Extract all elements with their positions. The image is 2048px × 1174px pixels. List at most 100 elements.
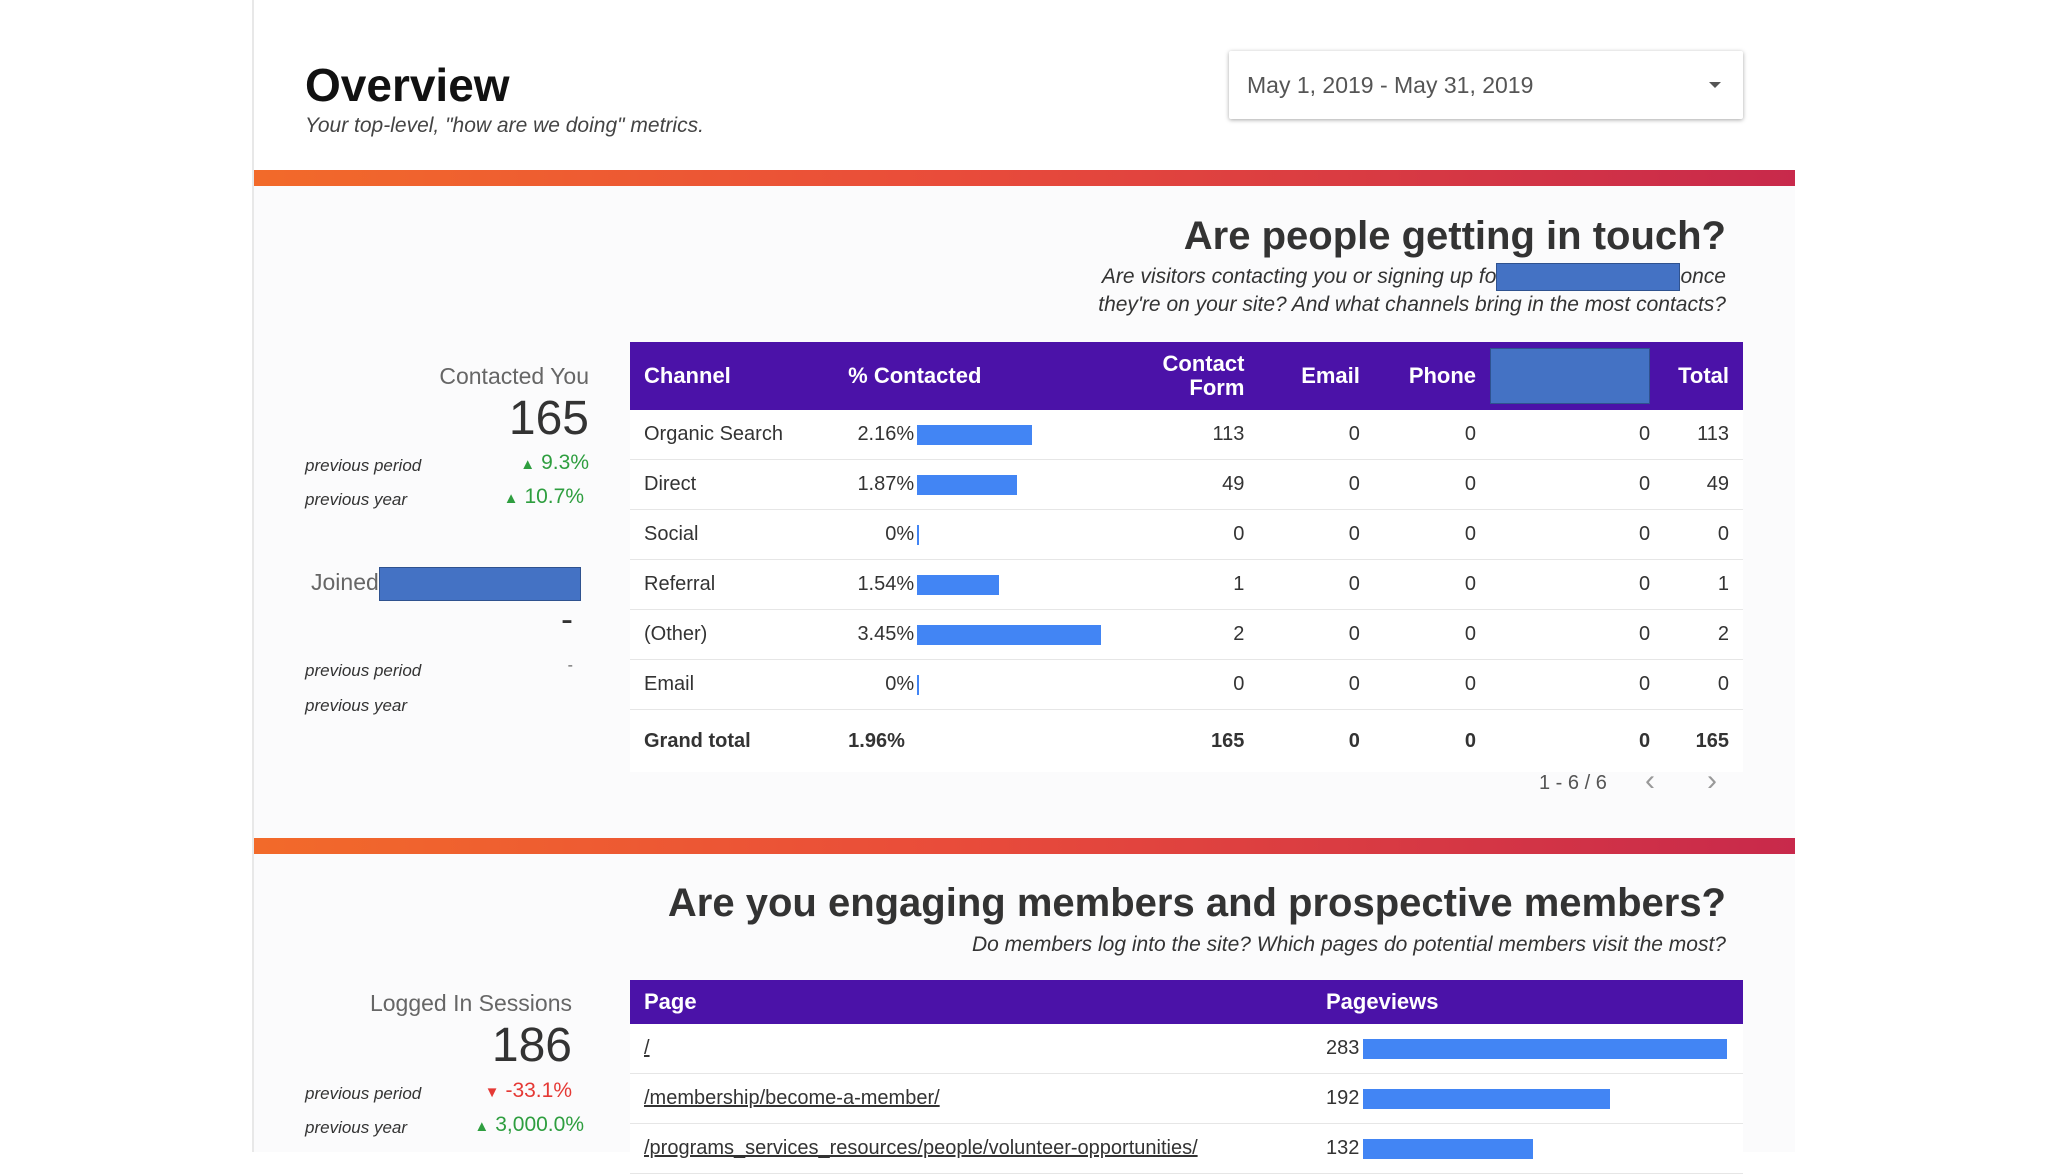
pageviews-value: 192 bbox=[1326, 1087, 1360, 1109]
kpi-joined-prev-year-label: previous year bbox=[305, 696, 408, 715]
col-phone[interactable]: Phone bbox=[1373, 342, 1491, 410]
channel-cell: Referral bbox=[630, 559, 835, 610]
table-row: Social 0% 0 0 0 0 0 bbox=[630, 509, 1743, 560]
contact-form-cell: 2 bbox=[1119, 609, 1259, 660]
total-cell: 1 bbox=[1664, 559, 1743, 610]
pct-contacted-bar bbox=[917, 474, 1018, 495]
dropdown-caret-icon bbox=[1709, 82, 1721, 88]
pct-contacted-bar bbox=[917, 624, 1102, 645]
pct-contacted-bar bbox=[917, 424, 1033, 445]
col-total[interactable]: Total bbox=[1664, 342, 1743, 410]
page-cell: /membership/become-a-member/ bbox=[630, 1073, 1312, 1124]
email-cell: 0 bbox=[1258, 559, 1374, 610]
kpi-joined-prev-period-change: - bbox=[567, 657, 573, 674]
prev-page-icon[interactable]: ‹ bbox=[1645, 764, 1655, 797]
contact-form-cell: 0 bbox=[1119, 509, 1259, 560]
channel-cell: (Other) bbox=[630, 609, 835, 660]
arrow-up-icon: ▲ bbox=[503, 490, 519, 507]
pct-contacted-value: 2.16% bbox=[857, 423, 915, 445]
arrow-down-icon: ▼ bbox=[484, 1084, 500, 1101]
contact-form-cell: 0 bbox=[1119, 659, 1259, 710]
kpi-contacted-prev-year-change: ▲ 10.7% bbox=[503, 485, 584, 508]
redacted-col-cell: 0 bbox=[1490, 459, 1665, 510]
pct-contacted-value: 1.54% bbox=[857, 573, 915, 595]
pages-table: Page Pageviews / 283/membership/become-a-… bbox=[630, 980, 1743, 1174]
phone-cell: 0 bbox=[1373, 509, 1491, 560]
kpi-logged-in-value: 186 bbox=[491, 1019, 572, 1072]
pct-contacted-cell: 1.87% bbox=[834, 459, 1120, 510]
contact-section-desc-line2: they're on your site? And what channels … bbox=[1098, 293, 1726, 316]
channel-cell: Social bbox=[630, 509, 835, 560]
phone-cell: 0 bbox=[1373, 609, 1491, 660]
col-channel[interactable]: Channel bbox=[630, 342, 835, 410]
kpi-logged-in-prev-period-change: ▼ -33.1% bbox=[484, 1079, 572, 1102]
col-pct-contacted[interactable]: % Contacted bbox=[834, 342, 1120, 410]
pct-contacted-cell: 2.16% bbox=[834, 410, 1120, 460]
pageviews-cell: 283 bbox=[1312, 1024, 1743, 1074]
pagination-label: 1 - 6 / 6 bbox=[1539, 772, 1607, 794]
page-cell: / bbox=[630, 1024, 1312, 1074]
col-pageviews[interactable]: Pageviews bbox=[1312, 980, 1743, 1024]
pct-contacted-cell: 3.45% bbox=[834, 609, 1120, 660]
phone-cell: 0 bbox=[1373, 410, 1491, 460]
kpi-contacted-prev-period-change: ▲ 9.3% bbox=[520, 451, 589, 474]
col-email[interactable]: Email bbox=[1258, 342, 1374, 410]
total-cell: 49 bbox=[1664, 459, 1743, 510]
redacted-block bbox=[378, 567, 581, 601]
pct-contacted-value: 3.45% bbox=[857, 623, 915, 645]
redacted-col-cell: 0 bbox=[1490, 559, 1665, 610]
col-contact-form[interactable]: Contact Form bbox=[1119, 342, 1259, 410]
contact-form-cell: 49 bbox=[1119, 459, 1259, 510]
engage-section-desc: Do members log into the site? Which page… bbox=[971, 933, 1726, 956]
table-row: Organic Search 2.16% 113 0 0 0 113 bbox=[630, 410, 1743, 460]
email-cell: 0 bbox=[1258, 509, 1374, 560]
redacted-col-cell: 0 bbox=[1490, 410, 1665, 460]
pageviews-bar bbox=[1363, 1138, 1534, 1159]
email-cell: 0 bbox=[1258, 410, 1374, 460]
col-redacted[interactable] bbox=[1490, 342, 1665, 410]
table-row: /membership/become-a-member/192 bbox=[630, 1073, 1743, 1124]
table-row: Email 0% 0 0 0 0 0 bbox=[630, 659, 1743, 710]
page-link[interactable]: /membership/become-a-member/ bbox=[644, 1087, 940, 1109]
pct-contacted-bar bbox=[917, 674, 920, 695]
pct-contacted-cell: 1.54% bbox=[834, 559, 1120, 610]
pct-contacted-bar bbox=[917, 524, 920, 545]
kpi-contacted-value: 165 bbox=[508, 392, 589, 445]
arrow-up-icon: ▲ bbox=[474, 1118, 490, 1135]
engage-section-heading: Are you engaging members and prospective… bbox=[667, 881, 1726, 925]
table-row: / 283 bbox=[630, 1024, 1743, 1074]
grand-total-phone: 0 bbox=[1373, 709, 1491, 772]
kpi-logged-in-label: Logged In Sessions bbox=[369, 990, 572, 1016]
kpi-joined-value: - bbox=[561, 598, 573, 639]
phone-cell: 0 bbox=[1373, 459, 1491, 510]
channel-cell: Direct bbox=[630, 459, 835, 510]
kpi-logged-in-prev-year-change: ▲ 3,000.0% bbox=[474, 1113, 584, 1136]
grand-total-email: 0 bbox=[1258, 709, 1374, 772]
page-link[interactable]: /programs_services_resources/people/volu… bbox=[644, 1137, 1198, 1159]
kpi-contacted-prev-year-label: previous year bbox=[305, 490, 408, 509]
redacted-col-cell: 0 bbox=[1490, 509, 1665, 560]
pct-contacted-cell: 0% bbox=[834, 509, 1120, 560]
page-link[interactable]: / bbox=[644, 1037, 650, 1059]
email-cell: 0 bbox=[1258, 459, 1374, 510]
grand-total-contact-form: 165 bbox=[1119, 709, 1259, 772]
pct-contacted-bar bbox=[917, 574, 1000, 595]
redacted-col-cell: 0 bbox=[1490, 659, 1665, 710]
left-border bbox=[252, 0, 254, 1152]
kpi-logged-in-prev-year-label: previous year bbox=[305, 1118, 408, 1137]
total-cell: 0 bbox=[1664, 509, 1743, 560]
pageviews-cell: 132 bbox=[1312, 1123, 1743, 1174]
date-range-value: May 1, 2019 - May 31, 2019 bbox=[1247, 72, 1534, 98]
channel-cell: Email bbox=[630, 659, 835, 710]
section-divider-band bbox=[254, 838, 1795, 854]
pct-contacted-cell: 0% bbox=[834, 659, 1120, 710]
grand-total-row: Grand total 1.96% 165 0 0 0 165 bbox=[630, 709, 1743, 772]
col-page[interactable]: Page bbox=[630, 980, 1312, 1024]
contact-section-heading: Are people getting in touch? bbox=[1183, 214, 1726, 258]
next-page-icon[interactable]: › bbox=[1707, 764, 1717, 797]
channel-cell: Organic Search bbox=[630, 410, 835, 460]
date-range-picker[interactable]: May 1, 2019 - May 31, 2019 bbox=[1229, 51, 1743, 119]
phone-cell: 0 bbox=[1373, 559, 1491, 610]
pct-contacted-value: 0% bbox=[885, 523, 915, 545]
page-subtitle: Your top-level, "how are we doing" metri… bbox=[305, 114, 704, 137]
